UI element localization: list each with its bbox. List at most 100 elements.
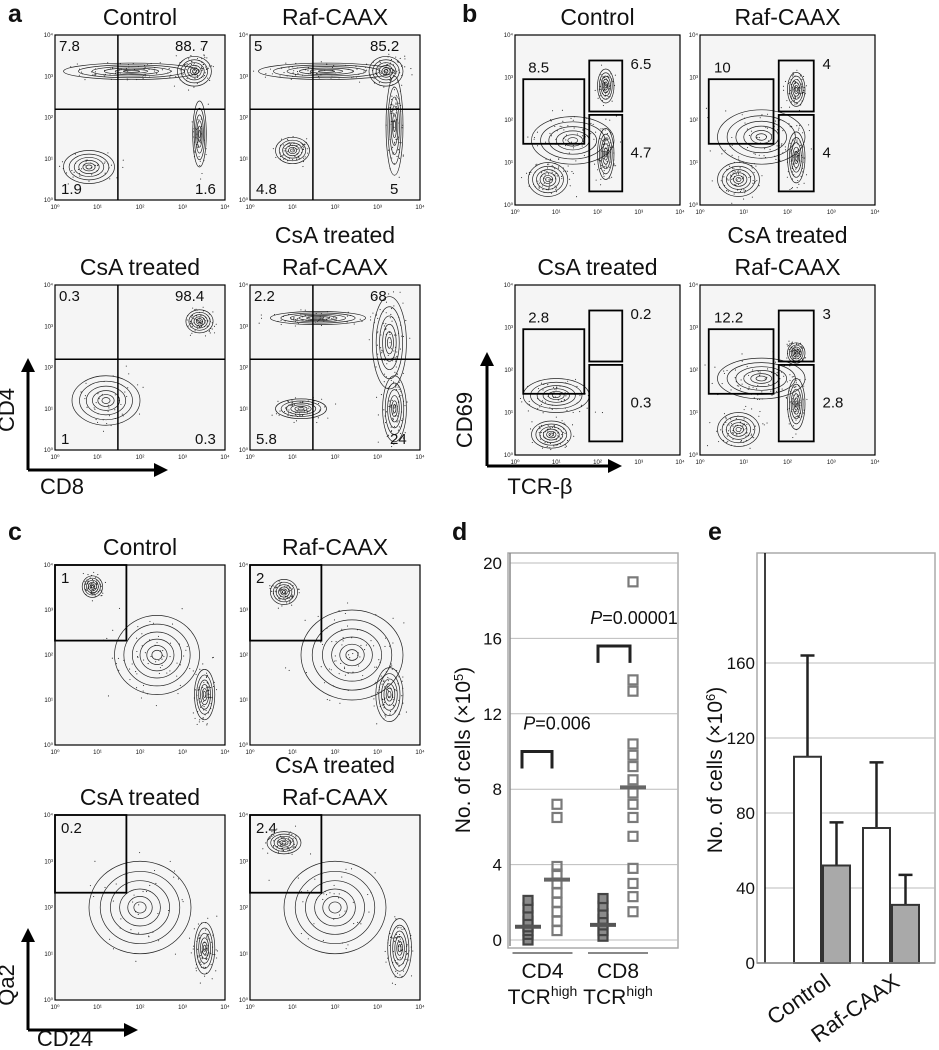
event-dot: [205, 66, 206, 67]
event-dot: [175, 76, 176, 77]
event-dot: [380, 334, 381, 335]
event-dot: [322, 644, 323, 645]
event-dot: [796, 405, 797, 406]
event-dot: [714, 367, 715, 368]
event-dot: [556, 191, 557, 192]
event-dot: [197, 75, 198, 76]
event-dot: [270, 69, 271, 70]
event-dot: [203, 64, 204, 65]
event-dot: [758, 371, 759, 372]
data-point: [629, 892, 638, 901]
event-dot: [94, 593, 95, 594]
event-dot: [188, 58, 189, 59]
event-dot: [295, 397, 296, 398]
y-tick-label: 10⁰: [239, 742, 249, 749]
event-dot: [206, 959, 207, 960]
event-dot: [554, 168, 555, 169]
event-dot: [345, 869, 346, 870]
y-tick-label: 10³: [44, 859, 53, 865]
event-dot: [391, 157, 392, 158]
event-dot: [194, 78, 195, 79]
event-dot: [544, 183, 545, 184]
event-dot: [143, 387, 144, 388]
event-dot: [376, 315, 377, 316]
event-dot: [112, 658, 113, 659]
event-dot: [742, 114, 743, 115]
x-axis-label: TCR-β: [507, 474, 572, 499]
event-dot: [195, 330, 196, 331]
event-dot: [203, 701, 204, 702]
event-dot: [158, 940, 159, 941]
event-dot: [382, 684, 383, 685]
event-dot: [160, 62, 161, 63]
event-dot: [393, 382, 394, 383]
event-dot: [530, 428, 531, 429]
event-dot: [137, 384, 138, 385]
x-tick-label: 10¹: [93, 750, 102, 756]
event-dot: [191, 316, 192, 317]
event-dot: [395, 104, 396, 105]
y-axis-label-part: ): [704, 687, 727, 694]
event-dot: [576, 386, 577, 387]
event-dot: [197, 949, 198, 950]
event-dot: [180, 685, 181, 686]
data-point: [553, 926, 562, 935]
event-dot: [199, 935, 200, 936]
event-dot: [562, 121, 563, 122]
event-dot: [581, 405, 582, 406]
event-dot: [203, 682, 204, 683]
panel-label: c: [8, 518, 22, 546]
event-dot: [387, 686, 388, 687]
event-dot: [396, 356, 397, 357]
event-dot: [206, 69, 207, 70]
event-dot: [279, 599, 280, 600]
event-dot: [145, 652, 146, 653]
event-dot: [353, 902, 354, 903]
event-dot: [388, 435, 389, 436]
gate-percentage: 0.2: [631, 306, 652, 323]
event-dot: [726, 442, 727, 443]
p-text: =0.006: [535, 713, 591, 733]
event-dot: [611, 177, 612, 178]
event-dot: [293, 846, 294, 847]
event-dot: [736, 434, 737, 435]
event-dot: [768, 384, 769, 385]
event-dot: [135, 961, 136, 962]
event-dot: [753, 437, 754, 438]
event-dot: [785, 149, 786, 150]
event-dot: [132, 663, 133, 664]
event-dot: [290, 590, 291, 591]
event-dot: [403, 154, 404, 155]
plot-title: Raf-CAAX: [282, 4, 388, 30]
y-tick-label: 10⁴: [44, 32, 54, 39]
event-dot: [281, 837, 282, 838]
event-dot: [529, 401, 530, 402]
event-dot: [390, 937, 391, 938]
gate-percentage: 5.8: [256, 431, 277, 448]
event-dot: [352, 672, 353, 673]
event-dot: [277, 846, 278, 847]
y-tick-label: 10¹: [504, 161, 513, 167]
event-dot: [561, 434, 562, 435]
bar: [892, 905, 919, 963]
event-dot: [406, 712, 407, 713]
event-dot: [189, 938, 190, 939]
event-dot: [299, 589, 300, 590]
x-tick-label: 10²: [136, 750, 145, 756]
event-dot: [190, 55, 191, 56]
event-dot: [564, 423, 565, 424]
event-dot: [729, 424, 730, 425]
event-dot: [197, 955, 198, 956]
sublabel-sup: high: [626, 983, 652, 999]
event-dot: [396, 351, 397, 352]
event-dot: [584, 155, 585, 156]
event-dot: [200, 955, 201, 956]
event-dot: [187, 63, 188, 64]
event-dot: [321, 666, 322, 667]
event-dot: [727, 435, 728, 436]
event-dot: [386, 363, 387, 364]
event-dot: [210, 687, 211, 688]
event-dot: [391, 308, 392, 309]
event-dot: [734, 162, 735, 163]
y-tick-label: 10³: [44, 324, 53, 330]
